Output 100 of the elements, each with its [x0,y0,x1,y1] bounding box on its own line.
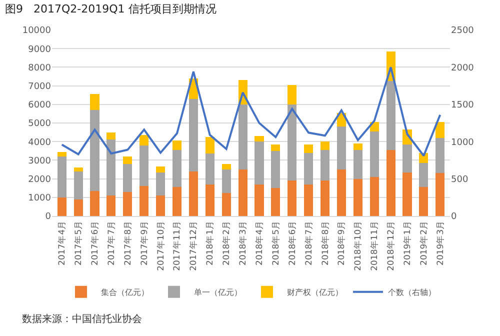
bar [140,145,149,186]
x-tick-label: 2017年5月 [73,220,84,266]
y2-tick-label: 2000 [451,63,474,74]
x-tick-label: 2018年9月 [336,220,348,266]
legend-label: 个数（右轴） [388,288,436,297]
bar [320,142,330,150]
x-tick-label: 2017年11月 [172,220,183,271]
bar [90,94,100,110]
y-tick-label: 10000 [22,26,52,36]
y-tick-label: 4000 [28,138,52,148]
y2-tick-label: 500 [451,174,468,185]
bar [57,156,66,198]
x-tick-label: 2018年3月 [238,220,249,266]
x-tick-label: 2018年7月 [303,220,314,266]
y2-tick-label: 1500 [451,100,474,111]
bar [74,168,83,172]
bar [271,144,280,151]
bar [254,136,264,142]
source-note: 数据来源：中国信托业协会 [22,313,142,325]
bar [336,126,346,170]
x-tick-label: 2019年1月 [402,220,414,266]
bar [172,150,182,188]
chart-title: 图9 2017Q2-2019Q1 信托项目到期情况 [5,2,216,16]
y-tick-label: 7000 [28,82,52,92]
x-tick-label: 2018年6月 [286,220,298,266]
bar [304,184,314,216]
bar [156,166,166,172]
y-tick-label: 0 [45,212,52,222]
bar [436,138,445,174]
bar [74,171,83,200]
x-tick-label: 2017年7月 [106,220,117,266]
x-tick-label: 2019年2月 [418,220,430,266]
bar [238,104,248,170]
y-tick-label: 5000 [28,119,52,130]
bar [320,150,330,181]
bar [304,144,314,153]
bar [304,152,314,184]
bar [172,140,182,150]
bar [123,192,132,216]
bar [353,178,362,216]
bar [254,142,264,184]
bar [156,172,166,196]
bar [57,152,66,156]
bar [419,162,428,188]
bar [370,176,379,216]
x-tick-label: 2018年11月 [369,220,380,271]
bar [419,187,428,216]
bar [386,81,396,150]
legend-label: 集合（亿元） [101,288,149,297]
legend-label: 财产权（亿元） [287,288,343,297]
bar [172,187,182,216]
bar [205,184,214,216]
bar [222,192,231,216]
bar [402,144,412,172]
y2-tick-label: 1000 [451,138,474,148]
bar [254,184,264,216]
legend-label: 单一（亿元） [194,288,242,297]
x-tick-label: 2018年1月 [204,220,216,266]
bar [288,104,297,181]
bar [140,186,149,216]
x-tick-label: 2017年10月 [155,220,166,271]
bar [271,188,280,216]
bar [238,170,248,216]
y-tick-label: 8000 [28,63,52,74]
bar [106,132,116,140]
x-tick-label: 2017年4月 [56,220,68,266]
x-tick-label: 2017年9月 [138,220,150,266]
y-tick-label: 1000 [28,194,52,204]
x-tick-label: 2017年12月 [188,220,200,271]
bar [106,140,116,196]
x-tick-label: 2018年5月 [270,220,282,266]
bar [188,98,198,172]
bar [353,143,362,150]
bar [288,84,297,104]
bar [205,136,214,154]
bar [123,164,132,192]
y-tick-label: 6000 [28,100,52,111]
x-tick-label: 2019年3月 [434,220,446,266]
y-tick-label: 2000 [28,174,52,185]
bar [320,180,330,216]
bar [106,196,116,216]
bar [188,171,198,216]
bar [222,170,231,193]
bar [90,110,100,191]
x-tick-label: 2018年8月 [320,220,331,266]
bar [90,190,100,216]
bar [140,135,149,146]
x-tick-label: 2018年4月 [254,220,265,266]
line-series [60,66,442,157]
y2-tick-label: 0 [451,212,457,222]
bar [436,173,445,216]
bar [336,170,346,216]
bar [156,196,166,216]
bar [402,172,412,216]
y-tick-label: 9000 [28,44,52,55]
bar [123,156,132,164]
bar [205,154,214,184]
bar [353,150,362,179]
x-tick-label: 2017年6月 [90,220,101,266]
bar [386,150,396,216]
